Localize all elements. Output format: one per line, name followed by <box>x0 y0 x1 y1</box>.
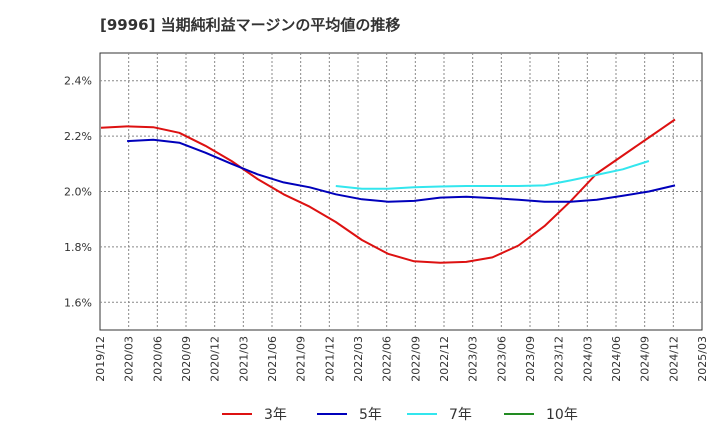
x-tick-label: 2023/06 <box>495 336 508 382</box>
x-tick-label: 2024/12 <box>667 336 680 382</box>
x-tick-label: 2019/12 <box>94 336 107 382</box>
x-tick-label: 2025/03 <box>696 336 709 382</box>
legend-label: 5年 <box>359 407 382 423</box>
y-tick-label: 2.4% <box>64 75 92 88</box>
series-line-1 <box>127 138 676 203</box>
legend-label: 7年 <box>449 407 472 423</box>
y-tick-label: 1.8% <box>64 241 92 254</box>
x-tick-label: 2024/06 <box>610 336 623 382</box>
x-tick-label: 2024/03 <box>581 336 594 382</box>
x-tick-label: 2022/09 <box>409 336 422 382</box>
y-tick-label: 1.6% <box>64 296 92 309</box>
series-line-0 <box>100 118 676 264</box>
x-tick-label: 2021/06 <box>266 336 279 382</box>
x-tick-label: 2021/03 <box>237 336 250 382</box>
x-tick-label: 2020/06 <box>151 336 164 382</box>
x-tick-label: 2022/06 <box>381 336 394 382</box>
x-tick-label: 2021/09 <box>295 336 308 382</box>
x-tick-label: 2020/09 <box>180 336 193 382</box>
x-tick-label: 2023/03 <box>467 336 480 382</box>
legend-label: 10年 <box>546 407 578 423</box>
x-tick-label: 2023/09 <box>524 336 537 382</box>
legend-label: 3年 <box>264 407 287 423</box>
x-tick-label: 2022/12 <box>438 336 451 382</box>
series-line-2 <box>335 160 650 190</box>
x-tick-label: 2023/12 <box>553 336 566 382</box>
x-tick-label: 2021/12 <box>323 336 336 382</box>
y-tick-label: 2.2% <box>64 130 92 143</box>
x-tick-label: 2020/12 <box>209 336 222 382</box>
x-tick-label: 2020/03 <box>123 336 136 382</box>
chart-title: [9996] 当期純利益マージンの平均値の推移 <box>100 16 401 34</box>
y-tick-label: 2.0% <box>64 186 92 199</box>
x-tick-label: 2022/03 <box>352 336 365 382</box>
x-tick-label: 2024/09 <box>639 336 652 382</box>
